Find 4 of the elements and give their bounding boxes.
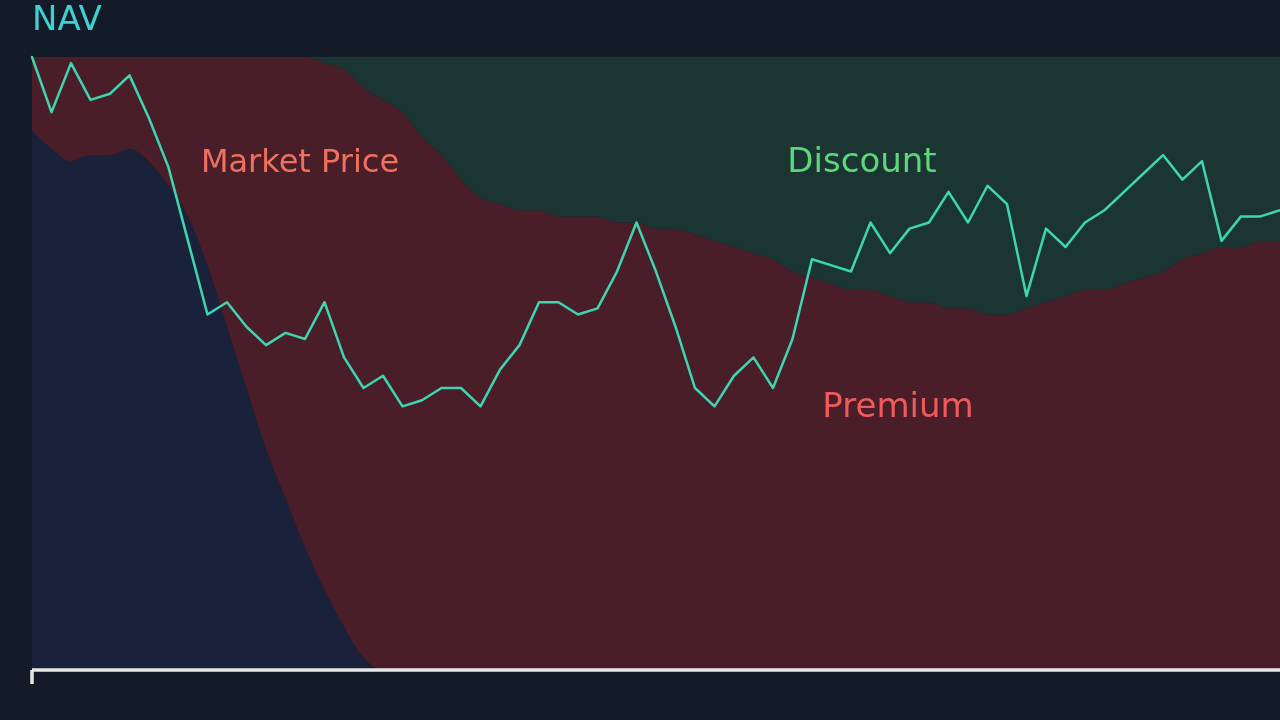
series-label: Discount bbox=[787, 140, 937, 180]
annotation: Market Price bbox=[200, 142, 400, 180]
series-label: Premium bbox=[822, 385, 974, 425]
series-label: NAV bbox=[32, 0, 102, 38]
